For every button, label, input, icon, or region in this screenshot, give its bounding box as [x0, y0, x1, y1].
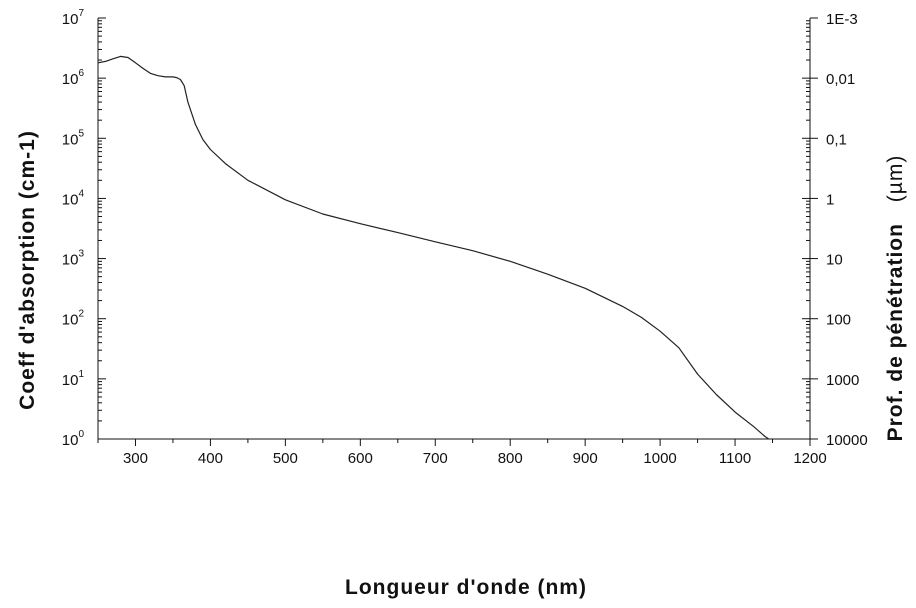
y-tick-label: 104 [62, 188, 85, 208]
x-tick-label: 1100 [719, 450, 751, 467]
y2-axis-title-main: Prof. de pénétration [884, 223, 907, 441]
y2-axis-title-unit: (µm) [884, 155, 907, 203]
y2-tick-label: 100 [826, 312, 851, 329]
x-tick-label: 1200 [793, 450, 826, 467]
y2-tick-label: 0,01 [826, 71, 855, 88]
y-axis-title: Coeff d'absorption (cm-1) [16, 130, 39, 410]
x-tick-label: 900 [573, 450, 598, 467]
y-tick-label: 105 [62, 128, 85, 148]
y2-tick-label: 0,1 [826, 131, 847, 148]
x-tick-label: 300 [123, 450, 148, 467]
y-tick-label: 107 [62, 8, 85, 28]
series-line [97, 55, 770, 440]
x-tick-label: 700 [423, 450, 448, 467]
y-tick-label: 103 [62, 249, 85, 269]
plot-area [97, 55, 770, 440]
x-tick-label: 800 [498, 450, 523, 467]
ticks: 300 400 500 600 700 800 900 1000 1100 12001001011… [62, 8, 868, 467]
y2-tick-label: 1 [826, 191, 834, 208]
y-tick-label: 101 [62, 369, 85, 389]
y2-tick-label: 1000 [826, 372, 859, 389]
y2-tick-label: 1E-3 [826, 11, 858, 28]
y-tick-label: 102 [62, 309, 85, 329]
y2-tick-label: 10000 [826, 432, 868, 449]
x-tick-label: 400 [198, 450, 223, 467]
y-tick-label: 100 [62, 429, 85, 449]
x-tick-label: 1000 [643, 450, 676, 467]
y2-axis-title: Prof. de pénétration (µm) [884, 155, 907, 442]
x-tick-label: 600 [348, 450, 373, 467]
x-tick-label: 500 [273, 450, 298, 467]
axes [97, 18, 811, 440]
x-axis-title: Longueur d'onde (nm) [345, 576, 587, 599]
y-tick-label: 106 [62, 68, 85, 88]
y2-tick-label: 10 [826, 252, 843, 269]
